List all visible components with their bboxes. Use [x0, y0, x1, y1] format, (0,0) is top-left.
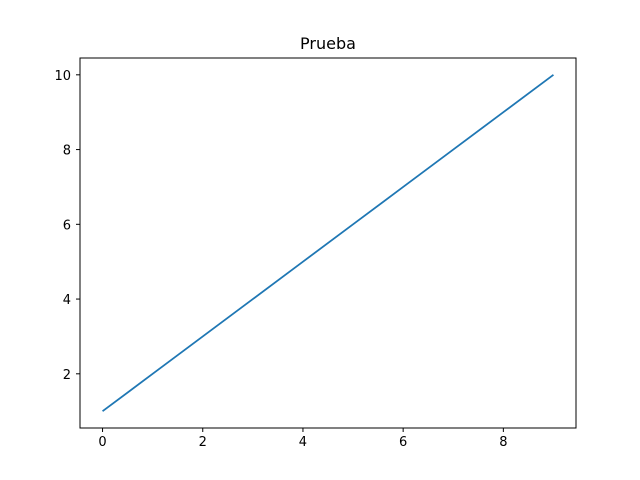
x-tick-label-4: 8: [499, 435, 507, 450]
series-line-0: [102, 74, 554, 412]
x-axis: 0 2 4 6 8: [98, 428, 507, 450]
x-tick-label-3: 6: [399, 435, 407, 450]
x-tick-label-2: 4: [299, 435, 307, 450]
y-tick-label-4: 10: [54, 69, 71, 84]
plot-area: [79, 57, 577, 429]
y-tick-label-1: 4: [63, 293, 71, 308]
series-layer: [102, 74, 554, 412]
x-tick-label-1: 2: [199, 435, 207, 450]
chart-title: Prueba: [300, 34, 356, 53]
y-tick-label-3: 8: [63, 144, 71, 159]
y-tick-label-0: 2: [63, 368, 71, 383]
y-tick-label-2: 6: [63, 218, 71, 233]
x-tick-label-0: 0: [98, 435, 106, 450]
y-axis: 2 4 6 8 10: [54, 69, 80, 383]
